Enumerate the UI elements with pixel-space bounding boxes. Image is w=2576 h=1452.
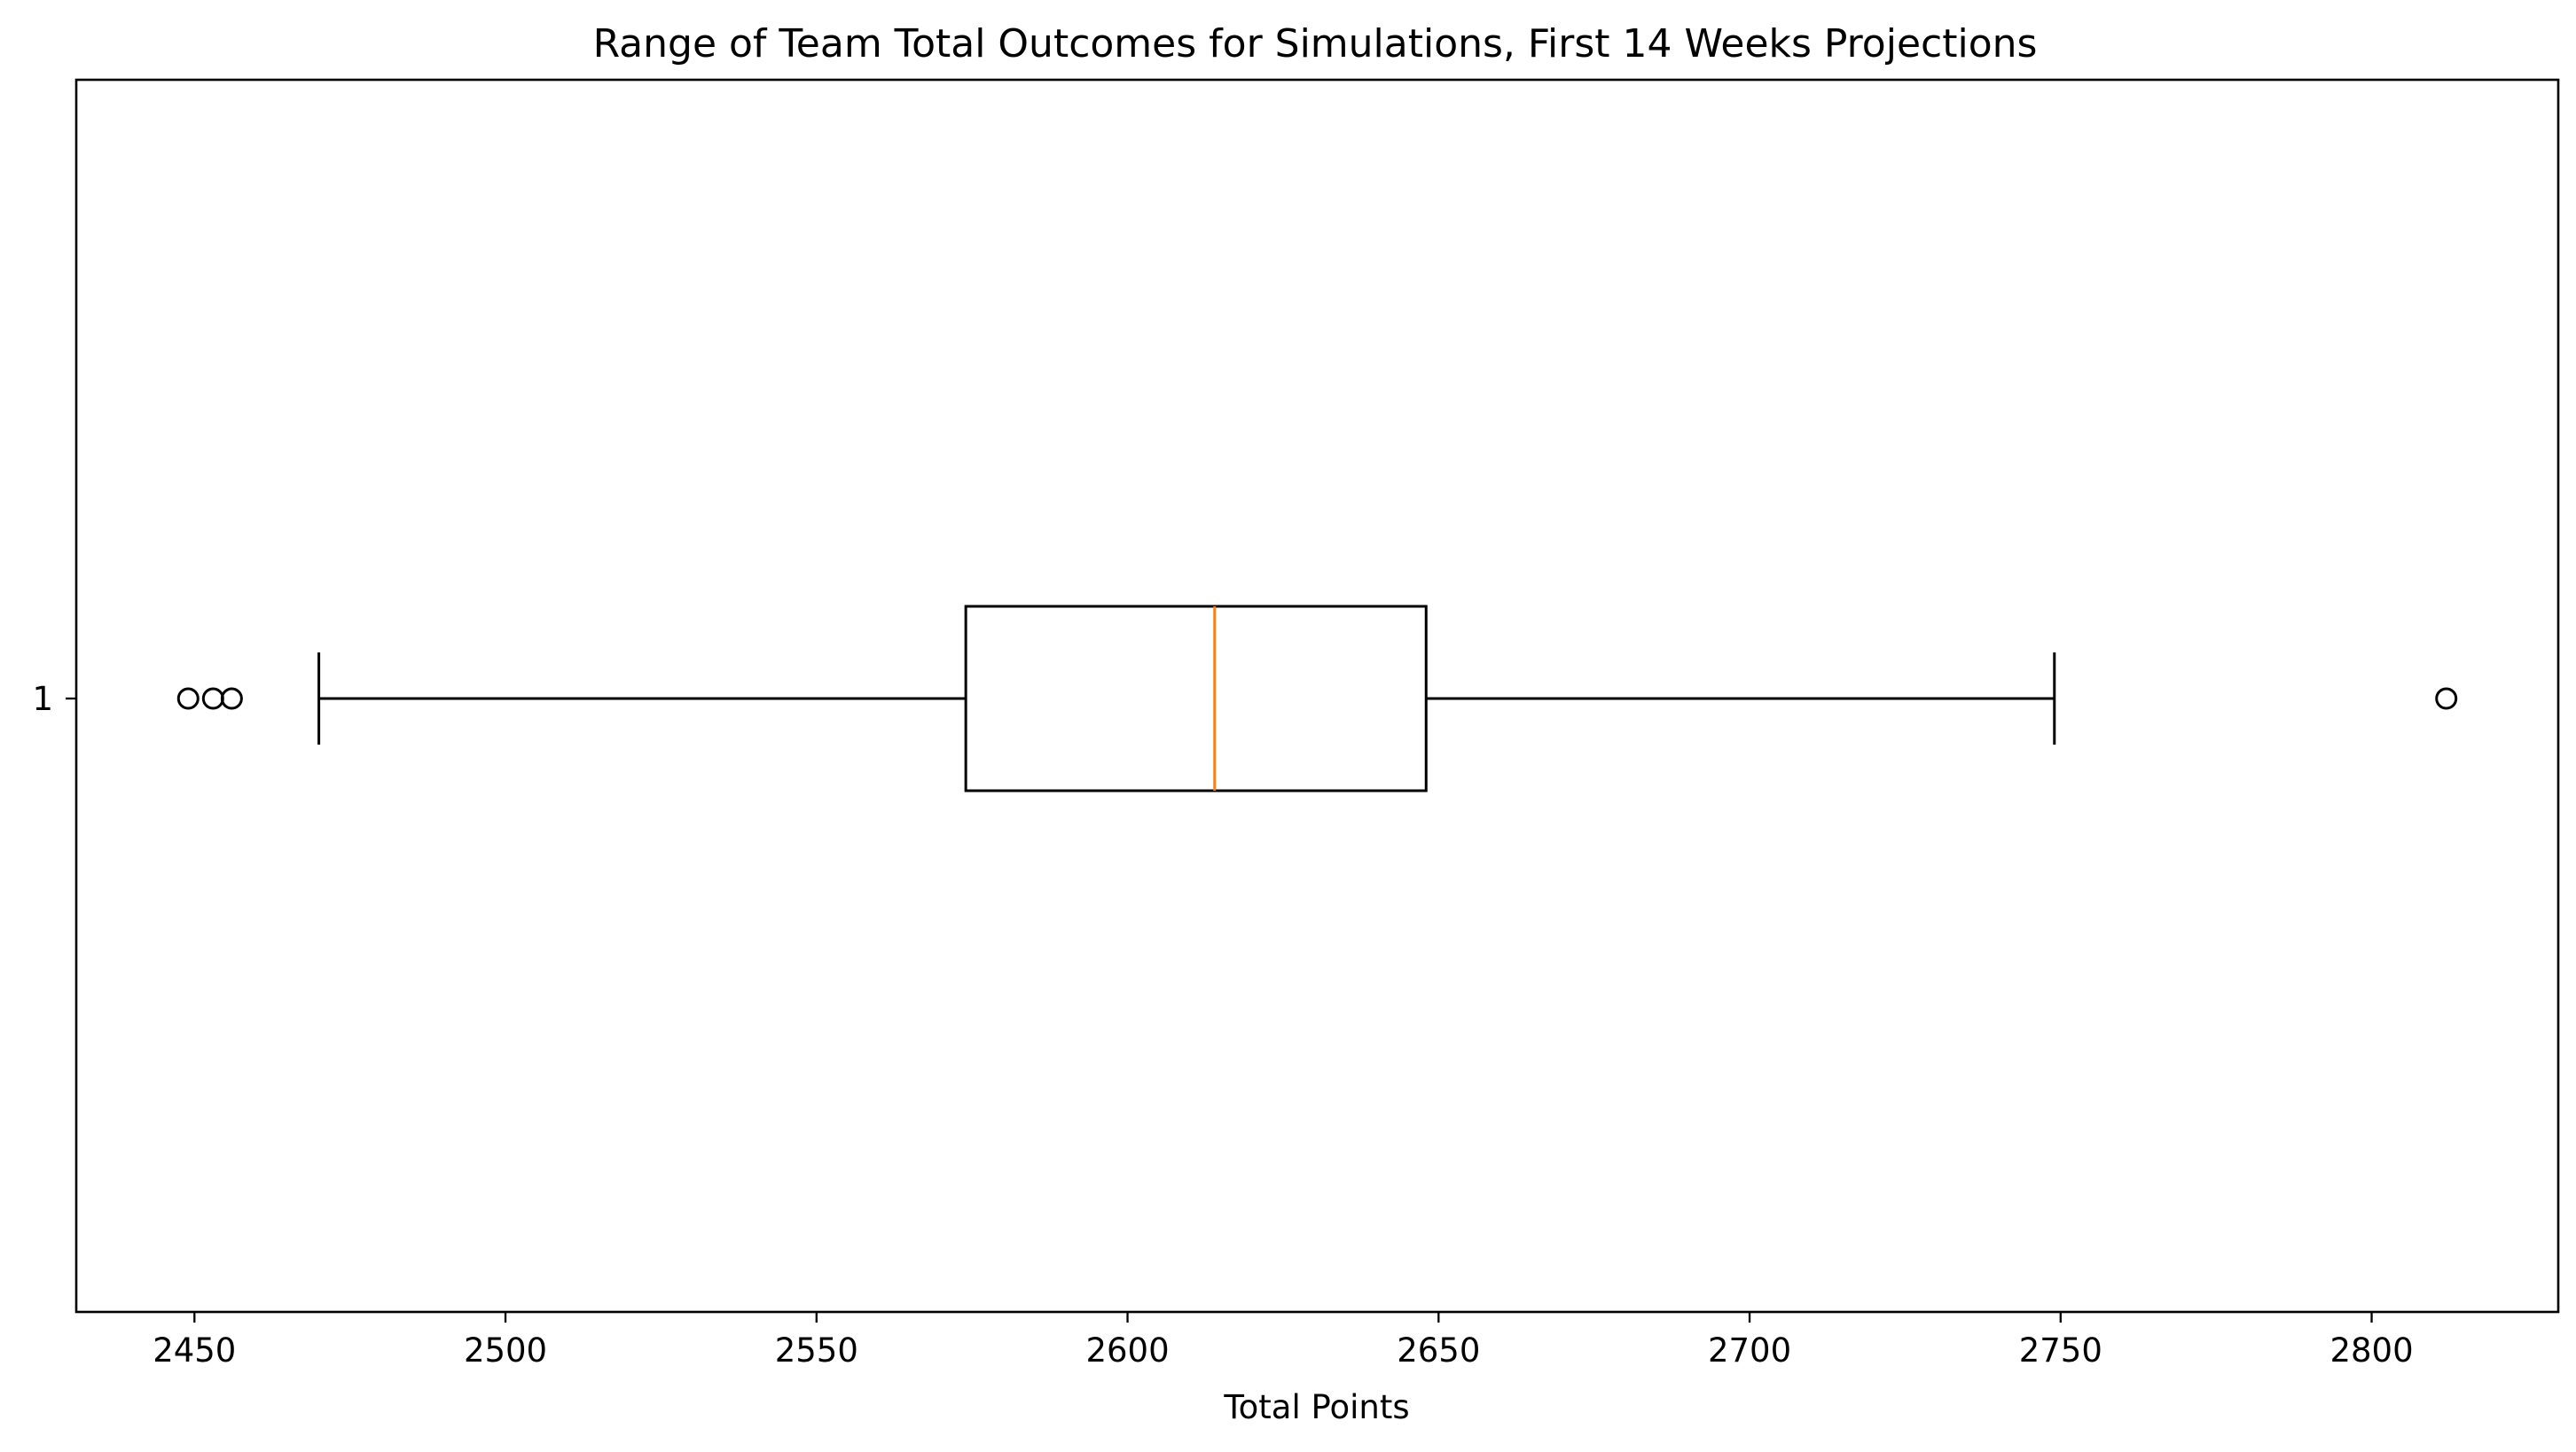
x-axis-ticks: 2450 2500 2550 2600 2650 2700 2750 2800 bbox=[153, 1312, 2414, 1370]
box-plot-series bbox=[176, 605, 2458, 792]
outlier-point bbox=[176, 687, 200, 710]
x-tick-label: 2650 bbox=[1397, 1331, 1480, 1370]
x-tick-label: 2550 bbox=[775, 1331, 858, 1370]
x-tick-label: 2700 bbox=[1708, 1331, 1791, 1370]
x-tick-label: 2450 bbox=[153, 1331, 236, 1370]
x-tick-label: 2800 bbox=[2329, 1331, 2413, 1370]
y-axis-ticks: 1 bbox=[32, 680, 76, 718]
outlier-point bbox=[2435, 687, 2458, 710]
y-tick-label: 1 bbox=[32, 680, 53, 718]
x-tick-label: 2600 bbox=[1085, 1331, 1169, 1370]
x-tick-label: 2750 bbox=[2019, 1331, 2102, 1370]
outlier-point bbox=[201, 687, 224, 710]
iqr-box bbox=[964, 605, 1428, 792]
x-axis-label: Total Points bbox=[1223, 1388, 1409, 1426]
plot-frame bbox=[74, 78, 2560, 1314]
x-tick-label: 2500 bbox=[464, 1331, 547, 1370]
chart-title: Range of Team Total Outcomes for Simulat… bbox=[593, 21, 2038, 66]
outlier-point bbox=[220, 687, 243, 710]
plot-area bbox=[74, 78, 2560, 1314]
